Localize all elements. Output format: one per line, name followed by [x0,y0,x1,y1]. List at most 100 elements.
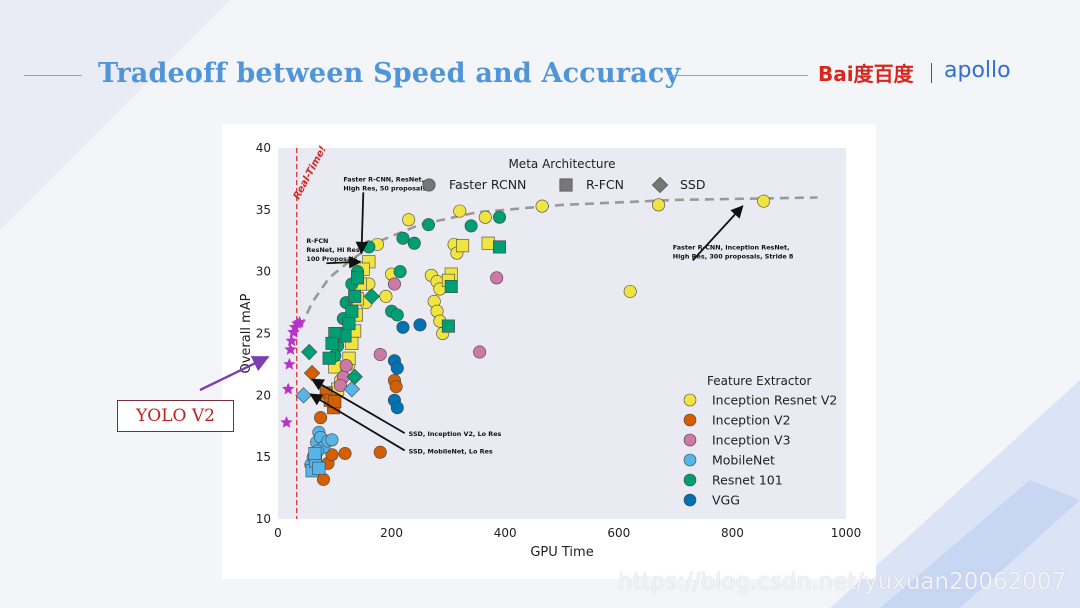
feature-legend-marker [683,413,697,427]
feature-legend-marker [683,453,697,467]
data-point-inception_resnet_v2 [456,239,470,253]
meta-legend-label: SSD [680,177,706,192]
data-point-mobilenet [325,433,339,447]
meta-legend-label: Faster RCNN [449,177,526,192]
x-tick-label: 600 [607,526,630,540]
annotation-arrow [355,192,369,255]
data-point-resnet101 [322,351,336,365]
annotation-text: Faster R-CNN, ResNet, [343,175,424,183]
data-point-inception_v3 [373,348,387,362]
data-point-resnet101 [325,336,339,350]
annotation-text: ResNet, Hi Res, [306,246,362,254]
data-point-inception_v2 [314,411,328,425]
annotation-arrow [310,378,406,434]
data-point-inception_resnet_v2 [481,236,495,250]
x-tick-label: 1000 [831,526,862,540]
yolo-point [280,416,293,428]
data-point-resnet101 [390,308,404,322]
data-point-inception_v3 [339,359,353,373]
annotation-text: 100 Proposals [306,255,357,263]
x-tick-label: 0 [274,526,282,540]
meta-legend-title: Meta Architecture [508,157,615,171]
data-point-resnet101 [342,317,356,331]
yolo-point [285,334,298,347]
plot-area [278,148,846,519]
meta-legend-marker [559,178,573,192]
data-point-resnet101 [351,271,365,285]
annotation-text: Faster R-CNN, Inception ResNet, [673,243,790,251]
data-point-inception_resnet_v2 [535,199,549,213]
feature-legend-marker [683,473,697,487]
title-rule-left [24,75,82,76]
feature-legend-label: VGG [712,493,740,508]
yolo-point [287,325,300,338]
data-point-resnet101 [493,240,507,254]
y-tick-label: 30 [256,265,271,279]
yolo-point [284,343,297,355]
annotation-text: SSD, MobileNet, Lo Res [409,447,493,455]
annotation-text: SSD, Inception V2, Lo Res [409,430,502,438]
data-point-vgg [390,361,404,375]
y-tick-label: 10 [256,512,271,526]
data-point-mobilenet [295,387,312,404]
data-point-resnet101 [345,304,359,318]
feature-legend-label: Resnet 101 [712,473,783,488]
slide-title: Tradeoff between Speed and Accuracy [98,58,681,89]
data-point-resnet101 [362,240,376,254]
data-point-vgg [396,320,410,334]
data-point-mobilenet [343,380,361,398]
annotation-text: R-FCN [306,237,328,245]
data-point-resnet101 [441,319,455,333]
data-point-inception_v2 [373,445,387,459]
data-point-resnet101 [464,219,478,233]
data-point-inception_v3 [387,277,401,291]
yolo-v2-callout: YOLO V2 [117,400,234,432]
feature-legend-title: Feature Extractor [707,374,811,388]
data-point-inception_resnet_v2 [623,284,637,298]
yolo-point [293,315,306,328]
apollo-logo: apollo [944,58,1011,83]
data-point-inception_resnet_v2 [652,198,666,212]
data-point-vgg [390,401,404,415]
feature-legend-label: Inception V3 [712,433,791,448]
meta-legend-marker [651,176,669,194]
data-point-inception_v3 [333,378,347,392]
data-point-inception_resnet_v2 [379,289,393,303]
feature-legend-label: Inception Resnet V2 [712,393,837,408]
data-point-resnet101 [396,231,410,245]
annotation-text: High Res, 50 proposals [343,184,426,192]
y-tick-label: 40 [256,141,271,155]
data-point-inception_v3 [473,345,487,359]
x-tick-label: 400 [494,526,517,540]
y-tick-label: 20 [256,388,271,402]
y-tick-label: 15 [256,450,271,464]
x-tick-label: 200 [380,526,403,540]
watermark: https://blog.csdn.net/yuxuan20062007 [618,569,1067,595]
data-point-vgg [413,318,427,332]
data-point-resnet101 [346,368,363,385]
feature-legend-label: Inception V2 [712,413,791,428]
feature-legend-marker [683,393,697,407]
y-tick-label: 35 [256,203,271,217]
data-point-mobilenet [308,446,322,460]
data-point-resnet101 [444,280,458,294]
data-point-resnet101 [422,218,436,232]
data-point-resnet101 [363,288,380,305]
feature-legend-marker [683,433,697,447]
data-point-inception_v2 [325,448,339,462]
feature-legend-label: MobileNet [712,453,775,468]
logo-separator [931,63,932,83]
data-point-resnet101 [493,210,507,224]
yolo-point [283,357,296,370]
data-point-inception_resnet_v2 [757,194,771,208]
annotation-arrow [326,255,362,269]
y-axis-label: Overall mAP [239,293,254,373]
data-point-inception_resnet_v2 [453,204,467,218]
annotation-arrow [692,205,744,262]
data-point-inception_v2 [389,380,403,394]
data-point-resnet101 [348,289,362,303]
data-point-inception_v2 [316,472,330,486]
data-point-inception_resnet_v2 [478,210,492,224]
annotation-text: High Res, 300 proposals, Stride 8 [673,252,794,260]
